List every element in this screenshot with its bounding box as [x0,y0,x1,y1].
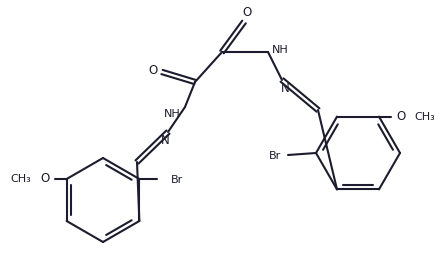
Text: O: O [148,65,158,77]
Text: O: O [40,172,50,185]
Text: CH₃: CH₃ [414,112,435,122]
Text: CH₃: CH₃ [10,174,31,184]
Text: N: N [161,135,170,148]
Text: Br: Br [269,151,281,161]
Text: N: N [281,83,289,96]
Text: Br: Br [171,175,184,185]
Text: O: O [396,110,405,123]
Text: NH: NH [271,45,288,55]
Text: NH: NH [164,109,180,119]
Text: O: O [243,6,251,19]
